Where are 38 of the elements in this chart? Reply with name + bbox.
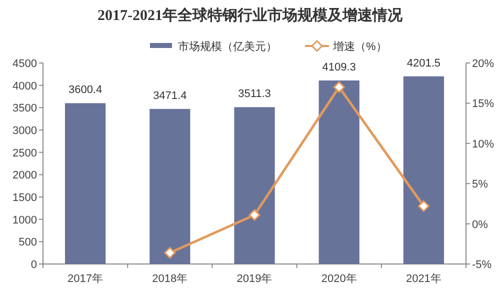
y-tick-label: 2000	[12, 170, 37, 182]
y-tick-label: 3500	[12, 102, 37, 115]
y-tick-label: 4500	[12, 58, 37, 70]
y2-tick-label: -5%	[472, 259, 492, 271]
y2-tick-label: 0%	[472, 218, 488, 231]
data-label: 3471.4	[153, 90, 187, 102]
y2-tick-label: 5%	[472, 178, 488, 191]
x-tick-label: 2018年	[152, 273, 188, 285]
y-tick-label: 1500	[12, 192, 37, 204]
chart-title: 2017-2021年全球特钢行业市场规模及增速情况	[98, 6, 404, 24]
x-tick-label: 2020年	[321, 273, 357, 285]
point	[333, 81, 345, 93]
point	[418, 200, 430, 212]
data-label: 4201.5	[406, 57, 441, 70]
legend-label: 市场规模（亿美元）	[178, 40, 277, 53]
x-tick-label: 2019年	[236, 273, 272, 285]
bar	[318, 80, 360, 264]
data-label: 4109.3	[322, 61, 356, 74]
x-tick-label: 2021年	[406, 273, 442, 285]
data-label: 3511.3	[238, 88, 271, 100]
y2-tick-label: 10%	[472, 138, 494, 150]
y-tick-label: 4000	[12, 80, 37, 92]
bar	[403, 76, 444, 264]
y2-tick-label: 15%	[472, 98, 494, 110]
y2-tick-label: 20%	[472, 58, 494, 70]
y-tick-label: 0	[30, 259, 37, 271]
y-tick-label: 1000	[12, 214, 37, 226]
y-tick-label: 2500	[12, 147, 37, 160]
bar	[150, 108, 190, 264]
y-tick-label: 500	[18, 236, 37, 249]
bar	[64, 103, 106, 264]
y-tick-label: 3000	[12, 125, 37, 137]
point	[164, 246, 176, 258]
legend-label: 增速（%）	[332, 40, 387, 53]
data-label: 3600.4	[68, 84, 102, 96]
x-tick-label: 2017年	[68, 273, 104, 285]
point	[248, 209, 260, 221]
bar	[234, 107, 275, 264]
